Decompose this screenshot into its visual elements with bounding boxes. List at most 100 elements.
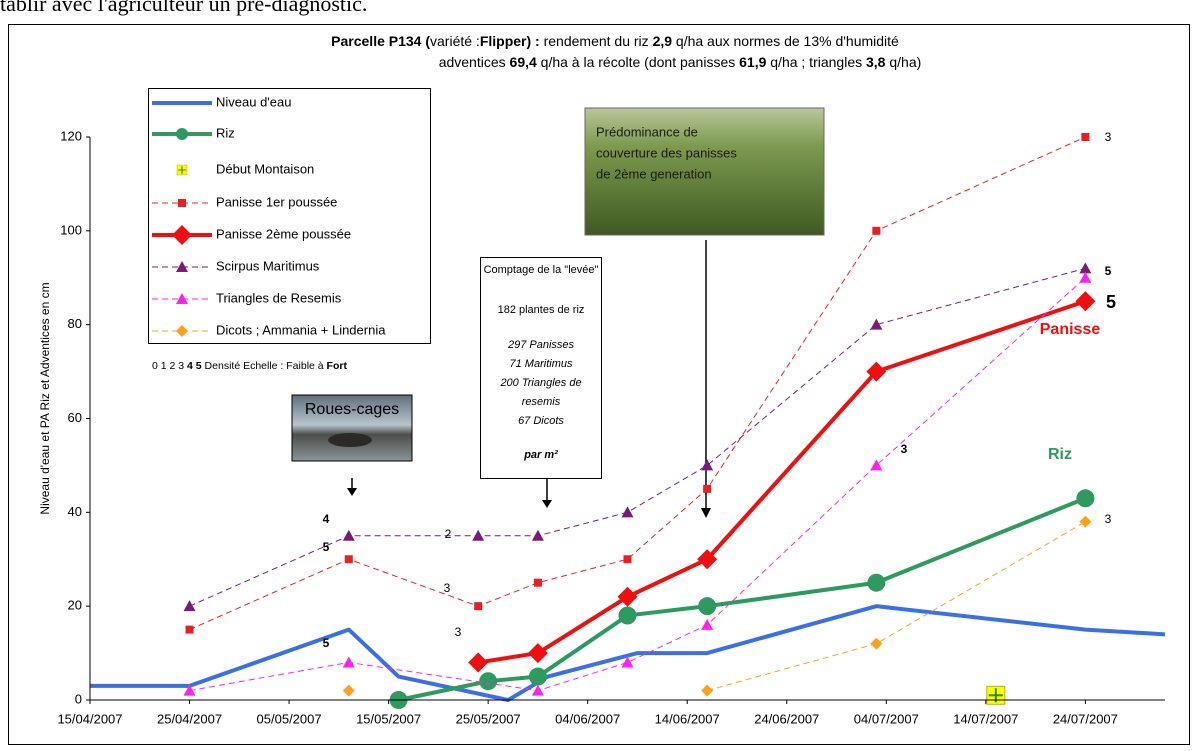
data-point	[342, 529, 355, 541]
x-tick-label: 24/06/2007	[754, 711, 819, 726]
count-text: Comptage de la "levée"	[484, 264, 599, 276]
legend-marker	[176, 164, 188, 176]
legend-label: Niveau d'eau	[216, 94, 291, 109]
data-point	[472, 529, 485, 541]
data-point	[701, 684, 714, 697]
data-point	[342, 684, 355, 697]
title-part: q/ha ; triangles	[766, 54, 866, 70]
title-part: adventices	[439, 54, 510, 70]
y-tick-label: 100	[60, 222, 82, 237]
density-part: 4 5	[187, 360, 202, 372]
data-point	[531, 684, 544, 696]
title-part: variété :	[430, 33, 480, 49]
photo	[584, 107, 825, 236]
legend-label: Panisse 1er poussée	[216, 194, 337, 209]
legend-marker	[176, 261, 188, 272]
annotation: 2	[445, 527, 452, 541]
title-part: q/ha)	[885, 54, 921, 70]
data-point	[701, 618, 714, 630]
arrow-head	[542, 500, 552, 508]
density-part: 0 1 2 3	[152, 360, 187, 372]
data-point	[1075, 291, 1096, 312]
x-tick-label: 04/06/2007	[555, 711, 620, 726]
data-point	[533, 578, 542, 587]
plot	[90, 133, 1166, 709]
data-point	[986, 685, 1006, 705]
x-tick-label: 25/05/2007	[456, 711, 521, 726]
data-point	[701, 459, 714, 471]
document-text: tablir avec l'agriculteur un pré-diagnos…	[0, 0, 367, 16]
x-tick-label: 24/07/2007	[1053, 711, 1118, 726]
legend-marker	[172, 225, 192, 245]
data-point	[870, 318, 883, 330]
series-line	[189, 267, 1086, 607]
count-text: par m²	[523, 449, 558, 461]
count-box	[480, 257, 602, 479]
data-point	[1081, 133, 1090, 141]
legend-box	[148, 88, 431, 344]
data-point	[1079, 515, 1092, 528]
legend-marker	[176, 325, 188, 337]
x-tick-label: 05/05/2007	[257, 711, 322, 726]
data-point	[617, 586, 638, 607]
title-part: 61,9	[739, 54, 766, 70]
series-line	[398, 496, 1087, 702]
x-tick-label: 14/06/2007	[655, 711, 720, 726]
data-point	[531, 529, 544, 541]
data-point	[474, 602, 483, 611]
title-part: 69,4	[510, 54, 537, 70]
data-point	[344, 555, 353, 564]
photo-caption: couverture des panisses	[596, 145, 737, 160]
data-point	[872, 226, 881, 235]
annotation: 3	[901, 442, 908, 456]
data-point	[185, 625, 194, 634]
data-point	[870, 459, 883, 471]
data-point	[528, 667, 547, 686]
series-line	[477, 299, 1087, 665]
data-point	[697, 549, 718, 570]
y-tick-label: 120	[60, 128, 82, 143]
arrow-head	[347, 488, 357, 496]
legend-label: Panisse 2ème poussée	[216, 226, 351, 241]
legend-label: Triangles de Resemis	[216, 290, 342, 305]
chart-title: adventices 69,4 q/ha à la récolte (dont …	[439, 54, 922, 70]
legend-marker	[176, 128, 188, 140]
density-part: Fort	[327, 360, 348, 372]
data-point	[703, 484, 712, 493]
annotation: 4	[323, 512, 330, 526]
y-tick-label: 60	[68, 410, 82, 425]
title-part: 2,9	[653, 33, 673, 49]
title-part: rendement du riz	[540, 33, 653, 49]
title-part: q/ha à la récolte (dont panisses	[537, 54, 739, 70]
annotation: Riz	[1048, 446, 1072, 463]
chart-title: Parcelle P134 (variété :Flipper) : rende…	[331, 33, 899, 49]
count-text: 200 Triangles de	[499, 377, 581, 389]
annotation: 5	[323, 636, 330, 650]
annotation: 3	[455, 625, 462, 639]
x-tick-label: 14/07/2007	[953, 711, 1018, 726]
legend-marker	[178, 199, 186, 207]
data-point	[621, 506, 634, 518]
y-tick-label: 80	[68, 316, 82, 331]
data-point	[1079, 271, 1092, 283]
x-tick-label: 25/04/2007	[157, 711, 222, 726]
data-point	[183, 684, 196, 696]
title-part: Flipper) :	[480, 33, 540, 49]
y-tick-label: 20	[68, 598, 82, 613]
data-point	[698, 597, 717, 616]
photo-label: Roues-cages	[305, 401, 399, 418]
data-point	[870, 637, 883, 650]
data-point	[342, 656, 355, 668]
annotation: 5	[1105, 264, 1112, 278]
count-text: 182 plantes de riz	[498, 304, 585, 316]
y-tick-label: 40	[68, 504, 82, 519]
title-part: Parcelle P134 (	[331, 33, 430, 49]
annotation: Panisse	[1040, 321, 1101, 338]
data-point	[468, 652, 489, 673]
data-point	[866, 361, 887, 382]
data-point	[527, 643, 548, 664]
x-tick-label: 15/04/2007	[57, 711, 122, 726]
series-line	[706, 521, 1086, 692]
legend-label: Scirpus Maritimus	[216, 258, 320, 273]
